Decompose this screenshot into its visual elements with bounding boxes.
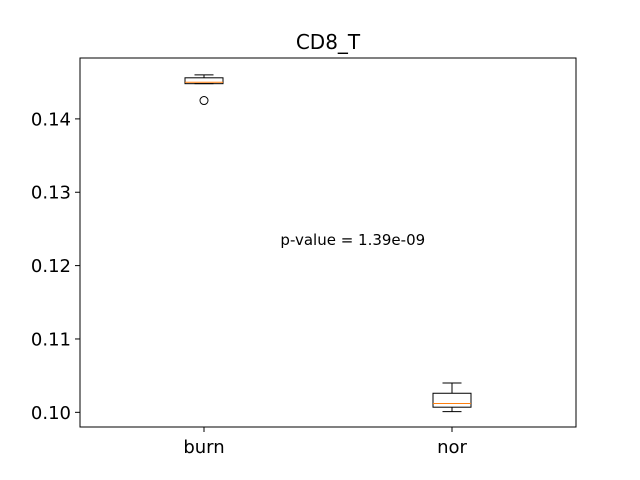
box-iqr (432, 392, 472, 408)
box-iqr (184, 77, 224, 85)
x-tick-label: burn (183, 437, 224, 458)
chart-title: CD8_T (296, 30, 361, 54)
y-tick-label: 0.10 (31, 403, 71, 424)
y-tick-label: 0.11 (31, 329, 71, 350)
y-tick-label: 0.13 (31, 183, 71, 204)
plot-frame (79, 57, 577, 428)
box-nor (432, 382, 472, 413)
p-value-annotation: p-value = 1.39e-09 (280, 231, 425, 249)
y-tick-label: 0.14 (31, 109, 71, 130)
box-burn (184, 74, 224, 106)
y-tick-label: 0.12 (31, 256, 71, 277)
outlier-point (199, 96, 209, 106)
x-tick-label: nor (437, 437, 467, 458)
